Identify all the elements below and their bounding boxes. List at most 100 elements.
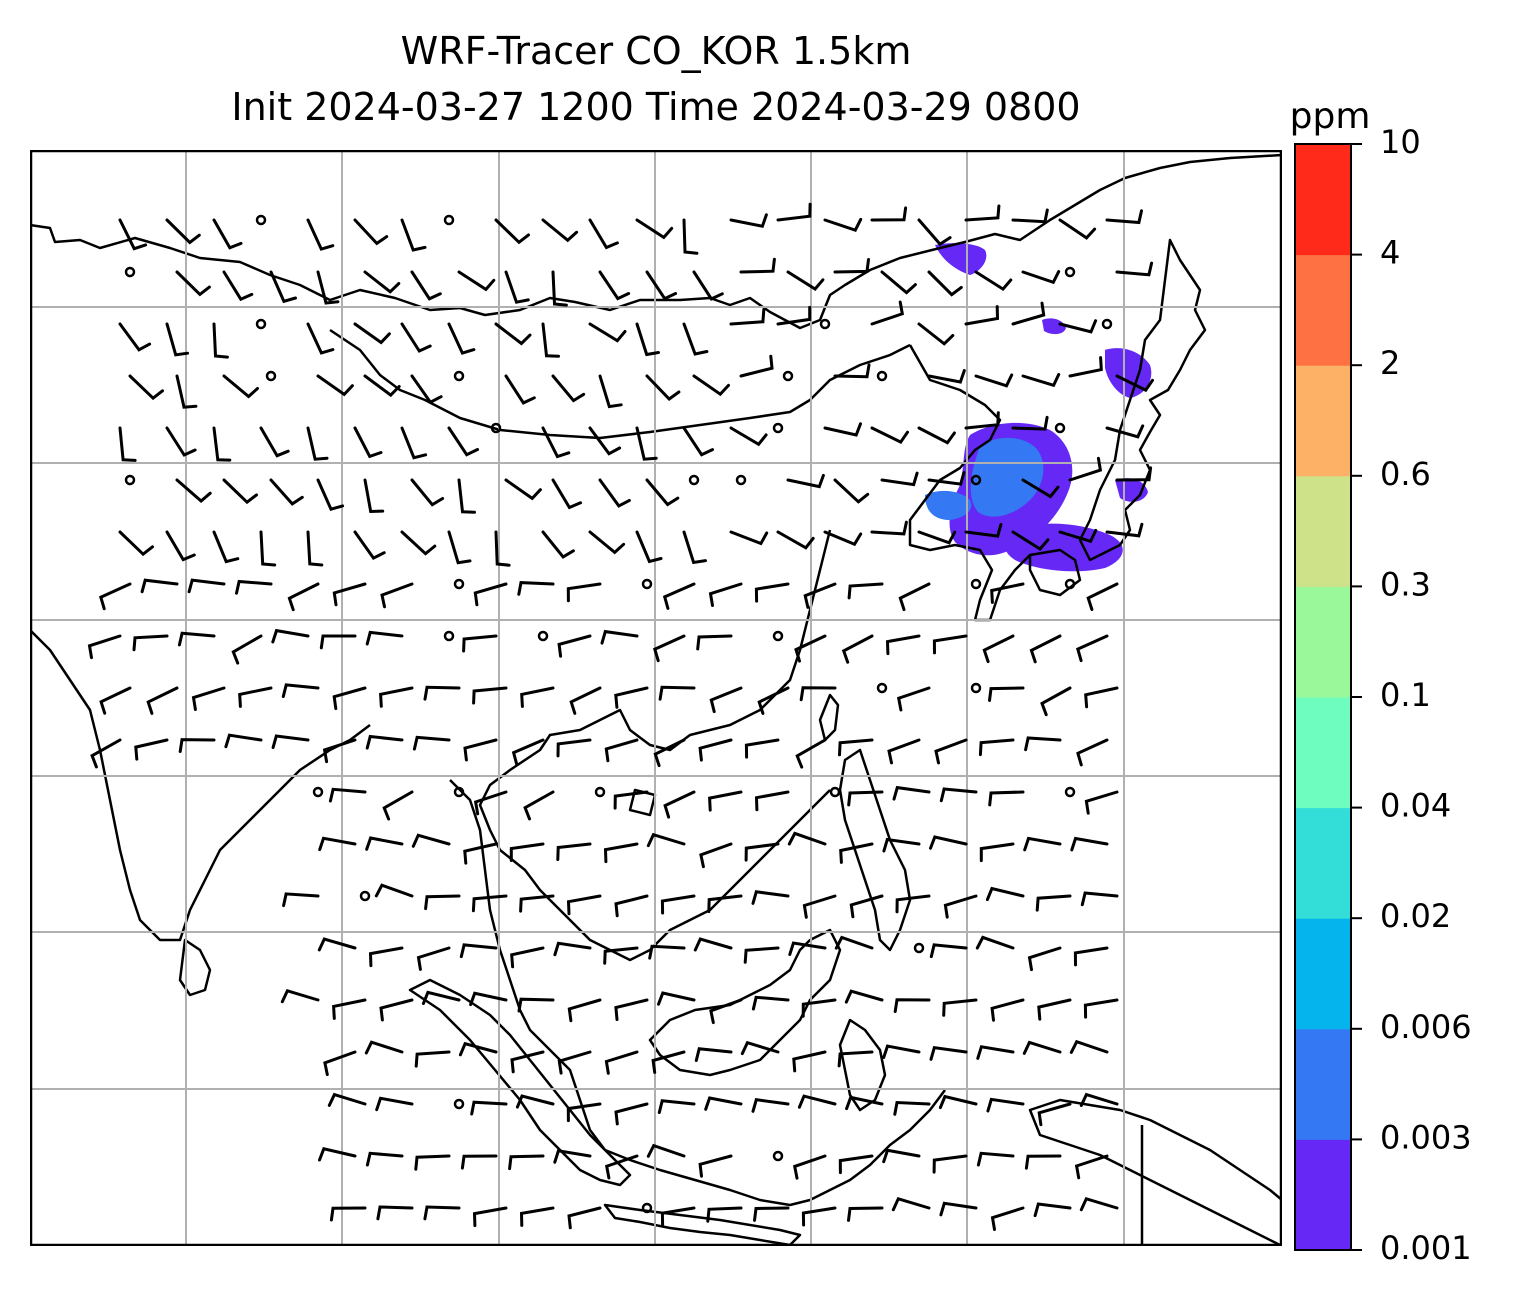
wind-barb — [414, 1050, 451, 1068]
wind-barb — [794, 634, 827, 663]
wind-barb — [365, 734, 404, 750]
colorbar-bin — [1295, 475, 1351, 587]
wind-barb — [646, 1143, 686, 1158]
wind-barb — [648, 944, 686, 960]
wind-barb — [1073, 946, 1109, 967]
calm-wind-marker — [1054, 422, 1066, 434]
wind-barb — [515, 1094, 555, 1109]
wind-barb — [943, 894, 978, 919]
wind-barb — [306, 530, 324, 567]
wind-barb — [551, 478, 582, 510]
wind-barb — [411, 833, 451, 848]
wind-barb — [744, 842, 780, 862]
wind-barb — [557, 634, 592, 658]
wind-barb — [472, 686, 508, 705]
wind-barb — [551, 374, 586, 403]
wind-barb — [927, 270, 963, 297]
calm-wind-marker — [829, 786, 841, 798]
colorbar: ppm 0.001 0.003 0.006 0.02 0.04 0.1 0.3 0.6 2 4 10 — [1290, 100, 1472, 1267]
wind-barb — [588, 322, 627, 343]
wind-barb — [939, 787, 978, 803]
coast-sri-lanka — [178, 938, 212, 997]
wind-barb — [1086, 582, 1119, 611]
wind-barb — [566, 582, 602, 603]
wind-barb — [799, 686, 837, 702]
wind-barb — [447, 530, 472, 565]
wind-barb — [896, 686, 931, 712]
wind-barb — [271, 628, 310, 644]
wind-barb — [473, 790, 508, 816]
wind-barb — [614, 1102, 649, 1126]
calm-wind-marker — [443, 214, 455, 226]
wind-barb — [318, 1147, 357, 1162]
plume-region-far-north — [935, 243, 987, 275]
wind-barb — [1037, 1102, 1072, 1127]
wind-barb — [979, 842, 1015, 863]
wind-barb — [329, 1206, 367, 1222]
wind-barb — [1079, 1196, 1119, 1212]
wind-barb — [363, 270, 401, 294]
wind-barb — [976, 1151, 1015, 1167]
coast-sulawesi — [838, 1018, 887, 1112]
wind-barb — [663, 790, 696, 819]
wind-barb — [178, 738, 216, 753]
map-title-line2: Init 2024-03-27 1200 Time 2024-03-29 080… — [231, 85, 1081, 129]
wind-barbs — [87, 202, 1154, 1231]
wind-barb — [118, 530, 154, 557]
calm-wind-marker — [641, 1202, 653, 1214]
wind-barb — [1058, 528, 1098, 544]
wind-barb — [118, 218, 148, 251]
wind-barb — [416, 946, 451, 971]
colorbar-bin — [1295, 254, 1351, 366]
wind-barb — [287, 582, 320, 612]
wind-barb — [658, 685, 696, 701]
wind-barb — [839, 842, 874, 864]
wind-barb — [743, 946, 780, 964]
wind-barb — [739, 257, 776, 274]
wind-barb — [795, 738, 827, 769]
wind-barb — [917, 426, 956, 445]
map-title-line1: WRF-Tracer CO_KOR 1.5km — [400, 29, 912, 73]
wind-barb — [976, 1045, 1015, 1060]
gridlines — [30, 150, 1282, 1246]
wind-barb — [280, 988, 320, 1004]
wind-barb — [887, 738, 921, 765]
wind-barb — [880, 270, 917, 295]
calm-wind-marker — [312, 786, 324, 798]
wind-barb — [566, 1102, 602, 1123]
wind-barb — [696, 634, 733, 651]
calm-wind-marker — [453, 1098, 465, 1110]
wind-barb — [588, 426, 622, 456]
wind-barb — [421, 990, 461, 1005]
coast-indochina — [449, 779, 946, 1207]
wind-barb — [604, 1154, 639, 1180]
wind-barb — [1115, 466, 1153, 482]
wind-barb — [460, 1154, 498, 1170]
wind-barb — [541, 530, 575, 559]
wind-barb — [753, 1206, 790, 1222]
wind-barb — [1105, 209, 1143, 225]
wind-barb — [235, 579, 273, 595]
wind-barb — [282, 892, 320, 908]
colorbar-bin — [1295, 918, 1351, 1030]
calm-wind-marker — [443, 630, 455, 642]
calm-wind-marker — [782, 370, 794, 382]
wind-barb — [457, 270, 496, 292]
calm-wind-marker — [265, 370, 277, 382]
wind-barb — [259, 530, 277, 567]
wind-barb — [990, 998, 1025, 1022]
calm-wind-marker — [124, 474, 136, 486]
wind-barb — [786, 270, 825, 291]
coast-china-south — [478, 529, 832, 962]
wind-barb — [87, 634, 122, 660]
wind-barb — [847, 1206, 884, 1222]
wind-barb — [974, 373, 1014, 388]
wind-barb — [598, 374, 623, 409]
wind-barb — [469, 991, 508, 1007]
colorbar-bin — [1295, 144, 1351, 256]
colorbar-tick-label: 0.02 — [1380, 897, 1451, 935]
wind-barb — [588, 530, 626, 555]
wind-barb — [380, 582, 414, 609]
wind-barb — [557, 1050, 592, 1075]
wind-barb — [1068, 356, 1103, 378]
